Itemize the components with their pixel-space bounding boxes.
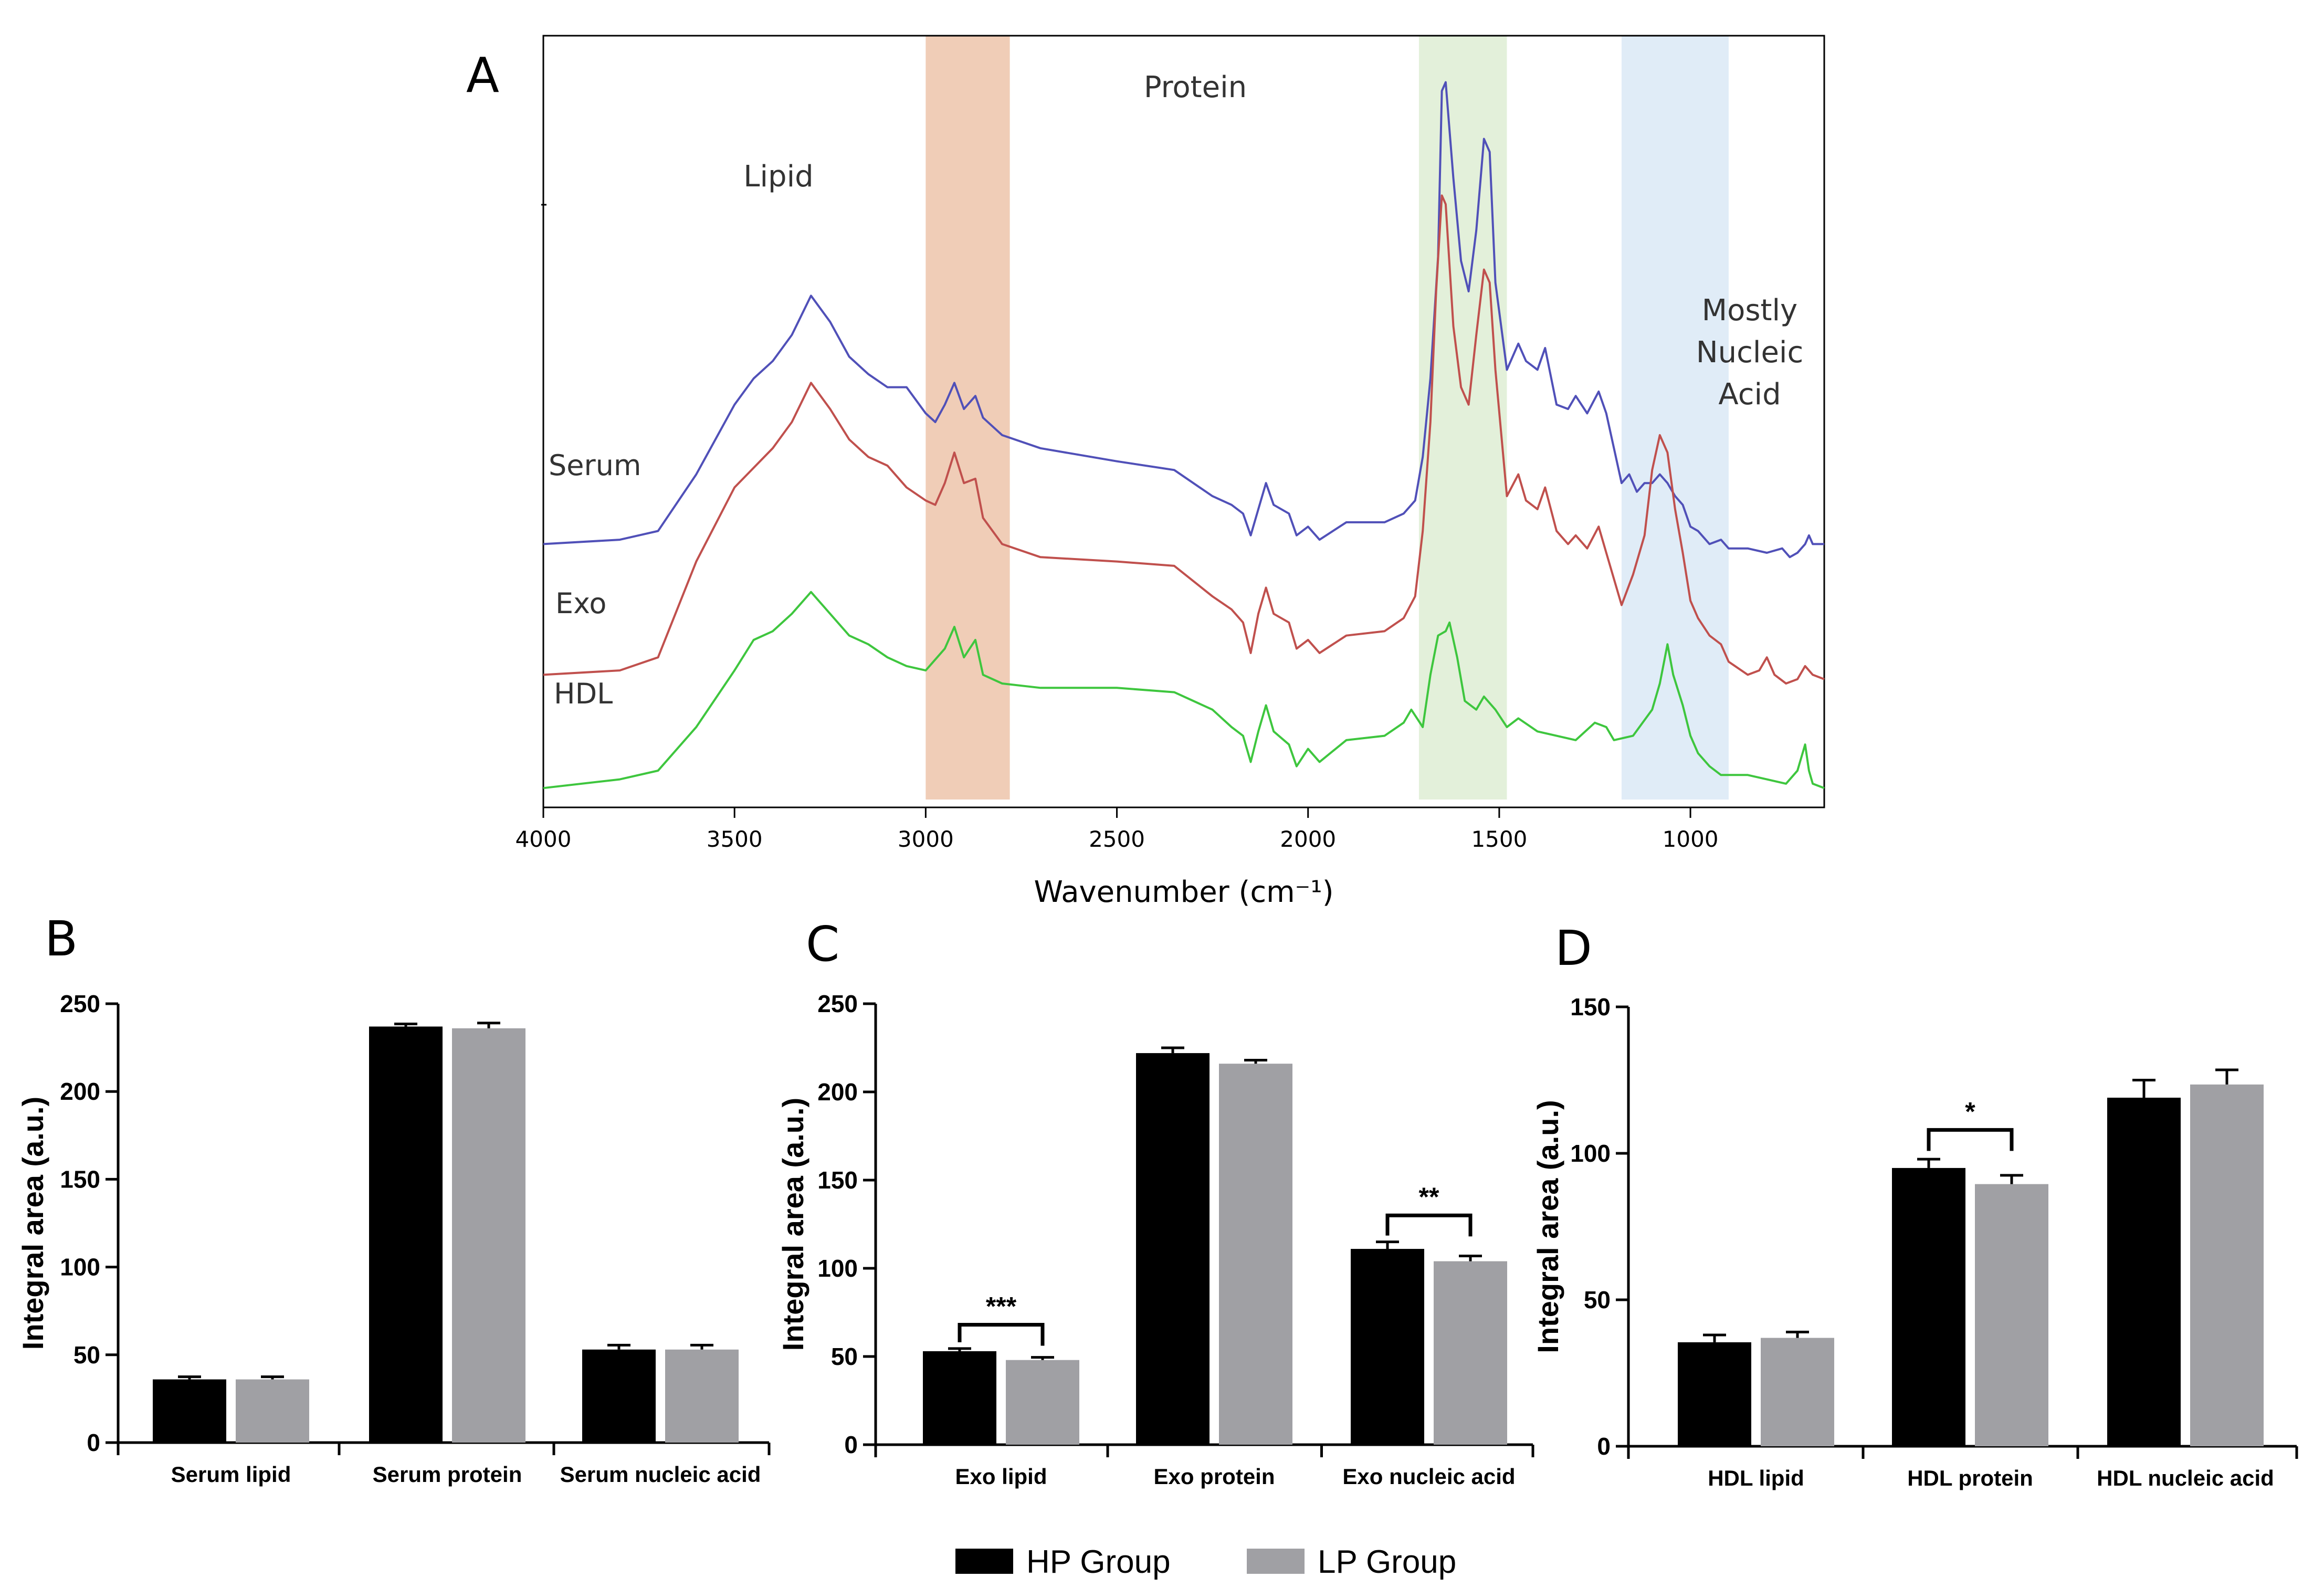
panel-a-x-axis-title: Wavenumber (cm⁻¹) bbox=[1034, 875, 1333, 909]
bar-serum-nucleic-acid-hp-group bbox=[582, 1349, 656, 1443]
bar-hdl-nucleic-acid-hp-group bbox=[2107, 1097, 2181, 1446]
panel-d-y-tick-label: 100 bbox=[1570, 1140, 1611, 1167]
category-label-serum-lipid: Serum lipid bbox=[171, 1462, 291, 1487]
panel-a-x-tick-label: 1000 bbox=[1663, 826, 1719, 852]
spectrum-label-hdl: HDL bbox=[554, 677, 613, 710]
category-label-hdl-nucleic-acid: HDL nucleic acid bbox=[2097, 1466, 2274, 1490]
bar-exo-lipid-lp-group bbox=[1006, 1360, 1079, 1445]
panel-d-y-tick-label: 0 bbox=[1597, 1433, 1611, 1460]
panel-d-hdl-bars: D 0 50 100 150 Integral area (a.u.) HDL lipid… bbox=[1531, 920, 2298, 1490]
bar-exo-nucleic-acid-lp-group bbox=[1434, 1261, 1507, 1445]
panel-a-x-tick-label: 4000 bbox=[516, 826, 572, 852]
bar-serum-protein-hp-group bbox=[369, 1026, 443, 1443]
panel-c-y-tick-label: 100 bbox=[817, 1255, 858, 1282]
panel-b-y-tick-label: 250 bbox=[60, 990, 100, 1017]
category-label-exo-lipid: Exo lipid bbox=[955, 1464, 1047, 1489]
bar-serum-lipid-hp-group bbox=[153, 1379, 226, 1443]
panel-b-y-tick-label: 150 bbox=[60, 1165, 100, 1193]
panel-d-y-axis-title: Integral area (a.u.) bbox=[1531, 1100, 1564, 1353]
bar-hdl-protein-lp-group bbox=[1975, 1184, 2048, 1446]
spectra-series bbox=[543, 81, 1825, 790]
panel-d-y-tick-label: 50 bbox=[1584, 1286, 1611, 1313]
spectrum-label-serum: Serum bbox=[549, 449, 642, 482]
significance-bracket-exo-nucleic-acid bbox=[1385, 1213, 1473, 1237]
band-protein bbox=[1418, 36, 1507, 800]
legend-swatch-lp bbox=[1247, 1549, 1305, 1574]
panel-a-spectra: A 4000 3500 3000 2500 2000 1500 1000 Lipid Prot… bbox=[466, 35, 1825, 909]
spectrum-line-exo bbox=[543, 194, 1825, 685]
band-label-nucleic-acid: Mostly Nucleic Acid bbox=[1696, 293, 1804, 412]
panel-b-y-tick-label: 200 bbox=[60, 1078, 100, 1105]
panel-c-y-tick-label: 200 bbox=[817, 1078, 858, 1106]
legend-label-lp: LP Group bbox=[1318, 1544, 1456, 1580]
bar-hdl-lipid-lp-group bbox=[1761, 1338, 1834, 1446]
significance-bracket-hdl-protein bbox=[1927, 1128, 2014, 1151]
bar-exo-nucleic-acid-hp-group bbox=[1351, 1249, 1424, 1445]
category-label-serum-protein: Serum protein bbox=[373, 1462, 522, 1487]
panel-a-x-axis: 4000 3500 3000 2500 2000 1500 1000 bbox=[516, 204, 1824, 852]
panel-b-serum-bars: B 0 50 100 150 200 250 Integral area (a.u.) Ser… bbox=[16, 911, 771, 1487]
band-label-lipid: Lipid bbox=[743, 160, 813, 194]
spectrum-line-hdl bbox=[543, 591, 1825, 790]
panel-b-y-tick-label: 100 bbox=[60, 1254, 100, 1281]
panel-a-x-tick-label: 3500 bbox=[707, 826, 763, 852]
panel-d-letter: D bbox=[1555, 920, 1592, 976]
panel-c-y-tick-label: 0 bbox=[844, 1431, 858, 1458]
bar-hdl-protein-hp-group bbox=[1892, 1168, 1965, 1446]
significance-bracket-exo-lipid bbox=[958, 1323, 1045, 1346]
spectral-band-regions bbox=[926, 36, 1729, 800]
category-label-exo-protein: Exo protein bbox=[1153, 1464, 1275, 1489]
spectrum-line-serum bbox=[543, 81, 1824, 559]
band-label-protein: Protein bbox=[1144, 70, 1247, 104]
bar-exo-lipid-hp-group bbox=[923, 1351, 996, 1445]
panel-b-y-tick-label: 0 bbox=[87, 1429, 100, 1456]
panel-c-y-axis-title: Integral area (a.u.) bbox=[776, 1098, 809, 1351]
bar-serum-nucleic-acid-lp-group bbox=[665, 1349, 739, 1443]
panel-b-letter: B bbox=[45, 911, 78, 967]
bar-exo-protein-lp-group bbox=[1219, 1064, 1292, 1445]
panel-a-x-tick-label: 3000 bbox=[898, 826, 954, 852]
legend-label-hp: HP Group bbox=[1026, 1544, 1171, 1580]
category-label-hdl-lipid: HDL lipid bbox=[1708, 1466, 1804, 1490]
panel-a-x-tick-label: 2500 bbox=[1089, 826, 1145, 852]
bar-exo-protein-hp-group bbox=[1136, 1053, 1210, 1445]
spectrum-label-exo: Exo bbox=[555, 587, 606, 620]
panel-d-y-tick-label: 150 bbox=[1570, 993, 1611, 1021]
legend-swatch-hp bbox=[955, 1549, 1013, 1574]
panel-a-letter: A bbox=[466, 47, 499, 103]
significance-marker-exo-nucleic-acid: ** bbox=[1419, 1182, 1439, 1212]
panel-b-y-axis-title: Integral area (a.u.) bbox=[16, 1097, 49, 1350]
panel-c-letter: C bbox=[806, 916, 839, 972]
significance-marker-exo-lipid: *** bbox=[986, 1292, 1017, 1321]
bar-hdl-lipid-hp-group bbox=[1678, 1342, 1751, 1446]
panel-c-y-tick-label: 250 bbox=[817, 990, 858, 1017]
bar-serum-protein-lp-group bbox=[452, 1028, 525, 1443]
category-label-exo-nucleic-acid: Exo nucleic acid bbox=[1342, 1464, 1515, 1489]
category-label-hdl-protein: HDL protein bbox=[1907, 1466, 2033, 1490]
legend: HP Group LP Group bbox=[955, 1544, 1456, 1580]
panel-a-annotations: Lipid Protein Mostly Nucleic Acid Serum Exo HDL bbox=[549, 70, 1803, 710]
panel-a-x-tick-label: 2000 bbox=[1280, 826, 1336, 852]
bar-hdl-nucleic-acid-lp-group bbox=[2190, 1084, 2264, 1446]
panel-c-y-tick-label: 150 bbox=[817, 1166, 858, 1194]
band-lipid bbox=[926, 36, 1010, 800]
panel-c-exo-bars: C 0 50 100 150 200 250 Integral area (a.u.) Exo… bbox=[776, 916, 1534, 1489]
panel-b-y-tick-label: 50 bbox=[73, 1341, 100, 1369]
panel-a-x-tick-label: 1500 bbox=[1471, 826, 1527, 852]
panel-c-y-tick-label: 50 bbox=[831, 1343, 858, 1370]
category-label-serum-nucleic-acid: Serum nucleic acid bbox=[560, 1462, 761, 1487]
bar-serum-lipid-lp-group bbox=[236, 1379, 309, 1443]
significance-marker-hdl-protein: * bbox=[1965, 1097, 1975, 1126]
band-mostly-nucleic-acid bbox=[1621, 36, 1729, 800]
